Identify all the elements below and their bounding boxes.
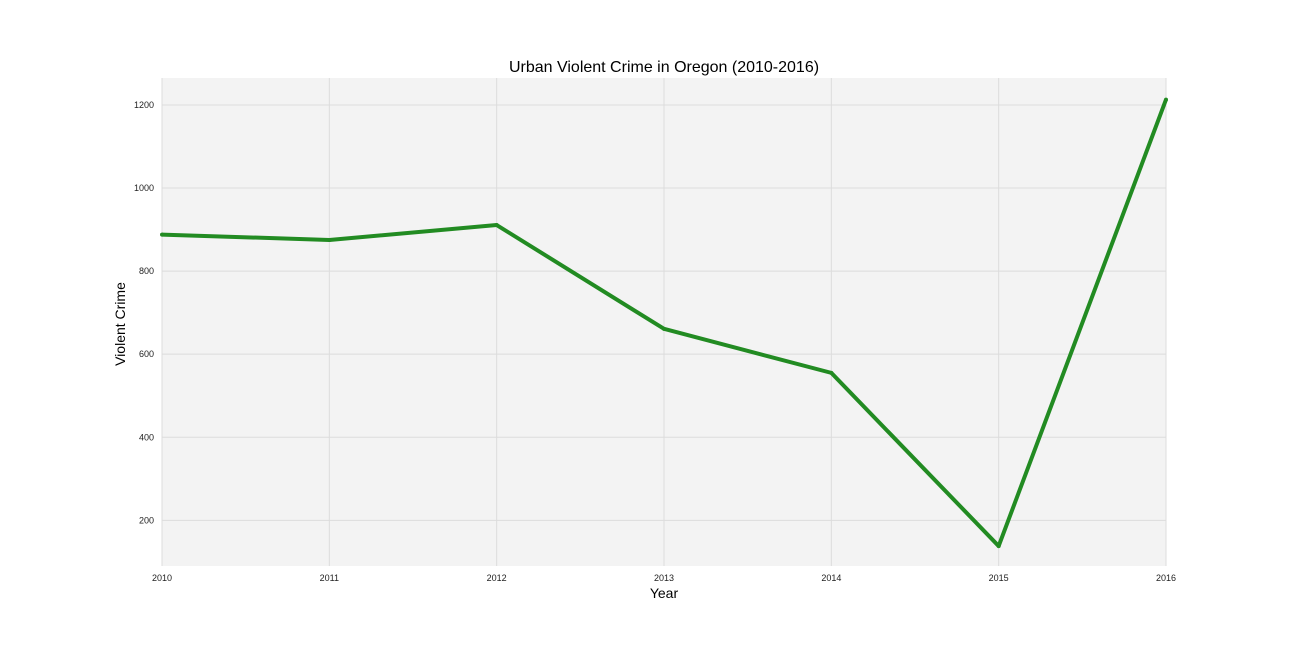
y-tick-label: 400 [139,432,154,442]
x-tick-label: 2011 [320,573,339,583]
x-tick-label: 2013 [654,573,674,583]
y-tick-label: 800 [139,266,154,276]
data-point [160,232,164,237]
data-point [494,223,499,228]
data-point [1164,97,1168,102]
chart-title: Urban Violent Crime in Oregon (2010-2016… [509,59,819,76]
x-tick-label: 2012 [487,573,507,583]
grid [161,78,1167,566]
data-point [662,326,666,331]
x-axis-label: Year [650,585,679,601]
y-axis-label: Violent Crime [112,282,128,366]
x-tick-label: 2014 [821,573,841,583]
series-layer [160,97,1168,549]
data-point [829,370,834,375]
x-axis-ticks: 2010 2011 2012 2013 2014 2015 2016 [152,573,1176,583]
y-tick-label: 1000 [134,183,154,193]
y-tick-label: 600 [139,349,154,359]
y-tick-label: 1200 [134,100,154,110]
x-tick-label: 2010 [152,573,172,583]
y-tick-label: 200 [139,515,154,525]
data-point [996,544,1001,549]
x-tick-label: 2016 [1156,573,1176,583]
x-tick-label: 2015 [989,573,1009,583]
data-point [327,237,332,242]
y-axis-ticks: 200 400 600 800 1000 1200 [134,100,154,525]
